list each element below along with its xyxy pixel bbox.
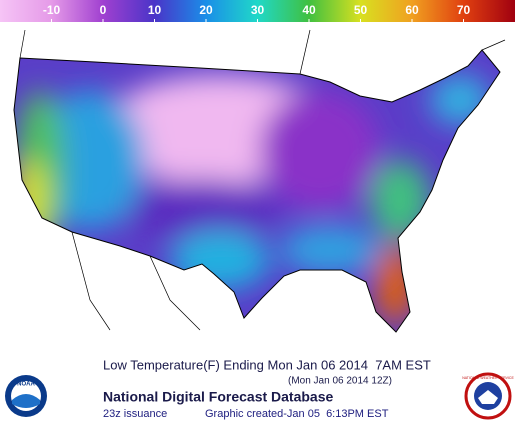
logo-text: NOAA <box>17 382 35 388</box>
colorbar-ticks: -10 0 10 20 30 40 50 60 70 <box>43 3 471 22</box>
tick-label: -10 <box>43 3 61 17</box>
valid-time: (Mon Jan 06 2014 12Z) <box>288 376 392 387</box>
logo-text: NATIONAL WEATHER SERVICE <box>462 376 514 380</box>
tick-label: 30 <box>251 3 265 17</box>
tick-label: 70 <box>457 3 471 17</box>
product-name: National Digital Forecast Database <box>103 389 334 405</box>
map-title: Low Temperature(F) Ending Mon Jan 06 201… <box>103 357 431 372</box>
tick-label: 0 <box>100 3 107 17</box>
tick-label: 20 <box>199 3 213 17</box>
issuance: 23z issuance <box>103 408 167 420</box>
colorbar <box>0 0 515 22</box>
tick-label: 40 <box>302 3 316 17</box>
nws-logo: NATIONAL WEATHER SERVICE <box>462 372 514 420</box>
created-time: Graphic created-Jan 05 6:13PM EST <box>205 408 389 420</box>
tick-label: 10 <box>148 3 162 17</box>
tick-label: 60 <box>405 3 419 17</box>
map <box>13 29 506 333</box>
tick-label: 50 <box>354 3 368 17</box>
noaa-logo: NOAA <box>5 375 47 417</box>
